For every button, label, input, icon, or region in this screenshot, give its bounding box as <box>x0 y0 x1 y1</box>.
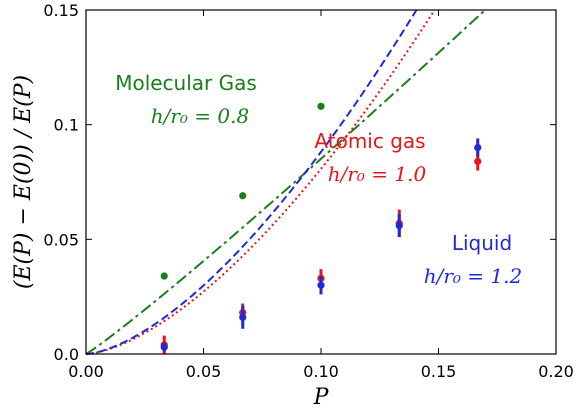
data-point <box>317 281 325 289</box>
x-tick-label: 0.20 <box>538 362 574 381</box>
fit-curve <box>85 9 418 355</box>
x-tick-label: 0.15 <box>421 362 457 381</box>
annotation-molecular-gas: Molecular Gas <box>115 71 257 95</box>
y-tick-label: 0.15 <box>43 1 79 20</box>
plot-frame <box>85 9 557 355</box>
data-point <box>239 192 247 200</box>
y-tick-label: 0.1 <box>54 116 79 135</box>
data-point <box>239 313 247 321</box>
annotation-atomic-gas: Atomic gas <box>314 129 425 153</box>
data-point <box>160 343 168 351</box>
x-tick-label: 0.10 <box>303 362 339 381</box>
annotation-liquid: Liquid <box>452 231 512 255</box>
annotation-atomic-gas-param: h/r₀ = 1.0 <box>328 162 427 186</box>
data-point <box>317 102 325 110</box>
data-point <box>160 272 168 280</box>
x-axis-label: P <box>313 385 330 410</box>
annotation-liquid-param: h/r₀ = 1.2 <box>424 264 522 288</box>
y-tick-label: 0.05 <box>43 230 79 249</box>
x-tick-label: 0.05 <box>186 362 222 381</box>
data-point <box>474 157 482 165</box>
annotation-molecular-gas-param: h/r₀ = 0.8 <box>151 104 249 128</box>
y-tick-label: 0.0 <box>54 345 79 364</box>
data-point <box>395 221 403 230</box>
fit-curve <box>85 9 486 355</box>
axis-ticks: 0.00 0.05 0.10 0.15 0.20 0.0 0.05 0.1 0.15 <box>43 1 573 381</box>
data-point <box>474 144 482 152</box>
data-points <box>160 102 482 354</box>
fit-curves <box>85 9 486 355</box>
x-tick-label: 0.00 <box>68 362 104 381</box>
y-axis-label: (E(P) − E(0)) / E(P) <box>11 75 36 289</box>
